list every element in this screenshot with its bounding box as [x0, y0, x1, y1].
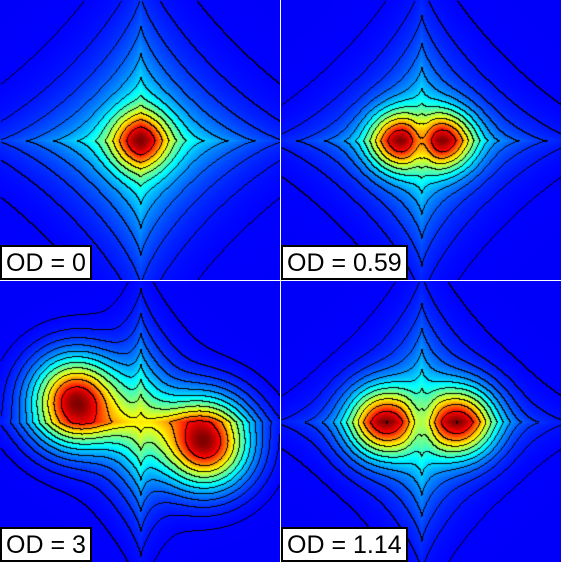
contour-plot-od-0-59: OD = 0.59	[281, 0, 561, 280]
od-label: OD = 0.59	[281, 245, 408, 280]
contour-canvas	[281, 0, 561, 280]
od-label: OD = 3	[0, 527, 92, 562]
od-label: OD = 1.14	[281, 527, 408, 562]
contour-plot-od-0: OD = 0	[0, 0, 280, 280]
contour-canvas	[0, 281, 280, 562]
contour-plot-od-3: OD = 3	[0, 281, 280, 562]
vertical-divider	[280, 0, 281, 562]
contour-canvas	[281, 281, 561, 562]
horizontal-divider	[0, 280, 561, 281]
contour-plot-od-1-14: OD = 1.14	[281, 281, 561, 562]
od-label: OD = 0	[0, 245, 92, 280]
contour-canvas	[0, 0, 280, 280]
